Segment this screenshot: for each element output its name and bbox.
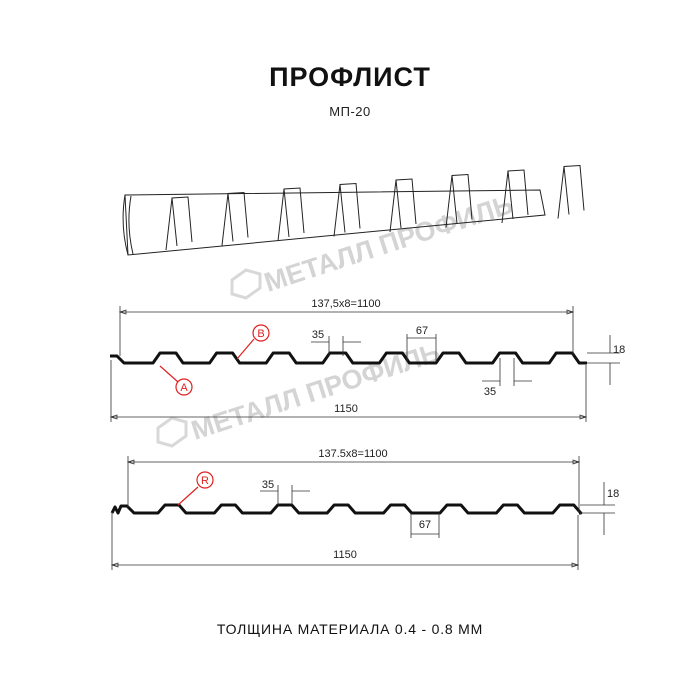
top-width-label: 35 xyxy=(312,329,324,341)
total-width-label: 1150 xyxy=(333,549,357,561)
total-width-label: 1150 xyxy=(334,403,358,415)
dimension-pitch-line xyxy=(126,456,581,512)
dimension-height xyxy=(587,335,620,385)
bottom-width-label-2: 35 xyxy=(484,386,496,398)
profile-bottom: 137.5x8=1100 1150 35 67 18 R xyxy=(110,448,619,570)
watermark-logo-1: МЕТАЛЛ ПРОФИЛЬ xyxy=(230,189,517,300)
marker-b-leader xyxy=(236,338,255,360)
sheet-3d-edge xyxy=(122,194,134,256)
sheet-3d-rib xyxy=(221,191,249,246)
pitch-label: 137,5x8=1100 xyxy=(311,298,380,310)
page-title: ПРОФЛИСТ xyxy=(269,62,431,92)
page-subtitle: МП-20 xyxy=(329,104,371,119)
marker-r xyxy=(196,471,214,489)
profile-top-line xyxy=(110,351,587,365)
dimension-top-width xyxy=(260,485,310,505)
sheet-3d-rib xyxy=(557,164,585,219)
height-label: 18 xyxy=(607,488,619,500)
profile-bottom-line xyxy=(110,503,583,515)
dimension-bottom-width xyxy=(410,513,440,538)
marker-a-leader xyxy=(159,365,179,383)
dimension-bottom-width-2 xyxy=(482,358,532,386)
marker-a xyxy=(175,378,193,396)
dimension-bottom-width xyxy=(406,334,437,362)
dimension-top-width xyxy=(311,336,361,356)
marker-b-label: B xyxy=(257,328,264,340)
dimension-pitch-line xyxy=(118,306,575,356)
sheet-3d-rib xyxy=(445,173,473,228)
watermark-text: МЕТАЛЛ ПРОФИЛЬ xyxy=(261,189,517,298)
marker-a-label: A xyxy=(180,382,188,394)
sheet-3d-rib xyxy=(165,196,193,251)
material-thickness-note: ТОЛЩИНА МАТЕРИАЛА 0.4 - 0.8 ММ xyxy=(216,621,484,637)
sheet-3d-rib xyxy=(277,187,305,242)
dimension-total-line xyxy=(110,512,580,570)
dimension-total-line xyxy=(109,360,588,422)
top-width-label: 35 xyxy=(262,479,274,491)
marker-r-leader xyxy=(177,486,199,506)
sheet-3d-rib xyxy=(389,178,417,233)
bottom-width-label: 67 xyxy=(416,325,428,337)
height-label: 18 xyxy=(613,344,625,356)
dimension-height xyxy=(580,482,615,535)
sheet-3d-rib xyxy=(501,169,529,224)
profile-top: 137,5x8=1100 1150 35 67 35 18 A B xyxy=(109,298,625,422)
marker-b xyxy=(252,324,270,342)
sheet-3d-outline xyxy=(124,189,546,256)
pitch-label: 137.5x8=1100 xyxy=(318,448,387,460)
bottom-width-label: 67 xyxy=(419,519,431,531)
sheet-3d-view xyxy=(122,164,585,256)
sheet-3d-rib xyxy=(333,182,361,237)
marker-r-label: R xyxy=(201,475,209,487)
